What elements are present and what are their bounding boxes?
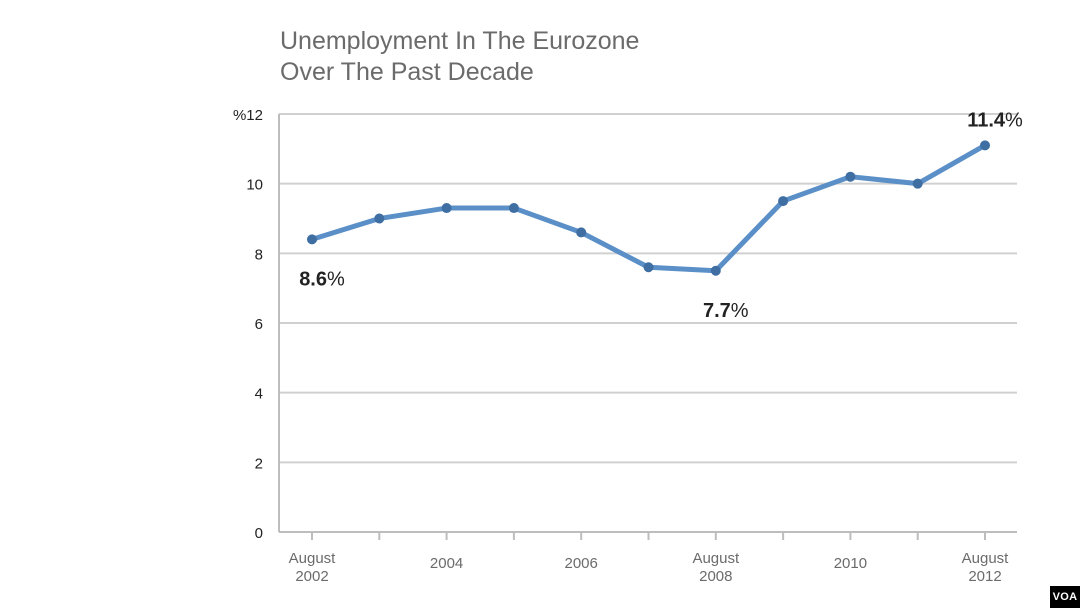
x-tick-label-line: 2006 <box>565 555 598 572</box>
chart-title: Unemployment In The Eurozone Over The Pa… <box>280 26 639 88</box>
x-tick-label-line: 2012 <box>968 568 1001 585</box>
annotation-unit: % <box>327 268 345 290</box>
data-annotation: 11.4% <box>967 109 1023 131</box>
y-tick-label: 10 <box>246 177 263 194</box>
x-tick-label-line: 2008 <box>699 568 732 585</box>
data-annotation: 7.7% <box>703 300 749 322</box>
data-point <box>845 171 856 182</box>
chart-title-line-2: Over The Past Decade <box>280 58 534 86</box>
annotation-value: 7.7 <box>703 300 731 322</box>
x-tick-label: August 2008 <box>692 550 740 585</box>
annotation-unit: % <box>731 300 749 322</box>
data-point <box>441 203 452 214</box>
x-tick-label: 2006 <box>565 555 598 572</box>
x-tick-label-line: 2010 <box>834 555 867 572</box>
annotation-value: 8.6 <box>299 268 327 290</box>
data-point <box>710 265 721 276</box>
y-tick-label: 8 <box>255 246 263 263</box>
data-point <box>643 262 654 273</box>
data-point <box>576 227 587 238</box>
x-tick-label-line: 2002 <box>295 568 328 585</box>
series-line <box>309 142 988 274</box>
y-tick-label: 2 <box>255 455 263 472</box>
x-tick-label: 2010 <box>834 555 867 572</box>
y-tick-label: 0 <box>255 525 263 542</box>
x-tick-label: August 2002 <box>289 550 337 585</box>
chart-title-line-1: Unemployment In The Eurozone <box>280 27 640 55</box>
x-tick-label: August 2012 <box>962 550 1010 585</box>
annotation-unit: % <box>1005 109 1023 131</box>
data-point <box>307 234 317 245</box>
x-tick-label: 2004 <box>430 555 463 572</box>
data-point <box>980 140 990 151</box>
x-tick-label-line: August <box>289 550 337 567</box>
data-point <box>374 213 385 224</box>
y-tick-label: 6 <box>255 316 263 333</box>
voa-logo: VOA <box>1050 586 1080 608</box>
y-tick-label: %12 <box>233 107 263 124</box>
data-annotation: 8.6% <box>299 268 345 290</box>
data-point <box>912 178 923 189</box>
x-tick-label-line: 2004 <box>430 555 463 572</box>
y-tick-label: 4 <box>255 386 263 403</box>
x-tick-label-line: August <box>962 550 1010 567</box>
annotation-value: 11.4 <box>967 109 1006 131</box>
data-point <box>778 196 789 207</box>
data-point <box>508 203 519 214</box>
x-tick-label-line: August <box>692 550 740 567</box>
